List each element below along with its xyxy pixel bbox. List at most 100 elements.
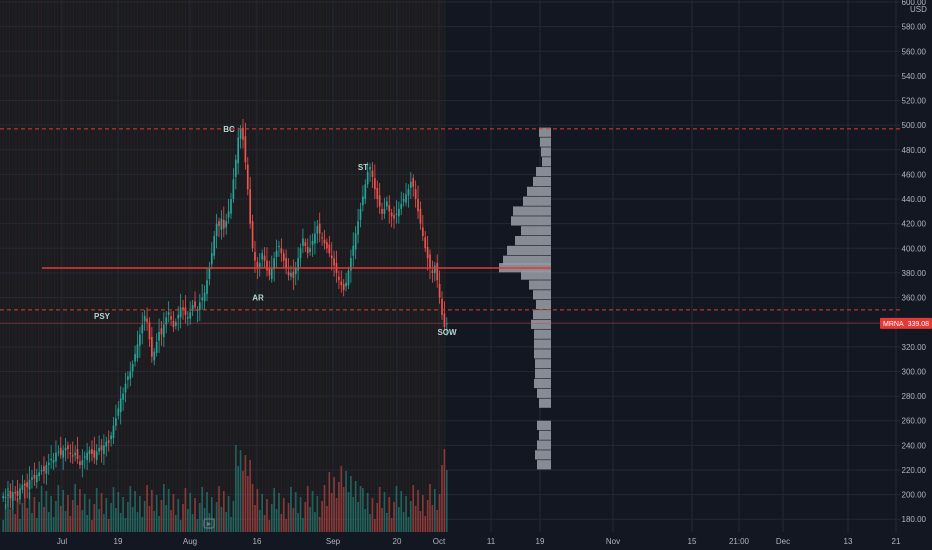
volume-bar: [155, 495, 158, 532]
price-tick-label: 260.00: [902, 417, 927, 426]
candle-body: [91, 449, 93, 454]
candle-body: [359, 208, 362, 220]
volume-profile-bin: [533, 290, 551, 300]
candle-body: [79, 461, 81, 466]
volume-profile-bin: [515, 235, 551, 246]
price-tick-label: 600.00: [902, 0, 927, 7]
volume-bar: [98, 509, 100, 532]
candle-body: [148, 322, 151, 340]
volume-bar: [388, 497, 391, 532]
price-tick-label: 420.00: [902, 220, 927, 229]
volume-bar: [278, 493, 280, 532]
volume-bar: [93, 504, 96, 532]
candle-body: [424, 237, 427, 249]
candle-body: [146, 318, 148, 323]
price-tick-label: 460.00: [902, 170, 927, 179]
candle-body: [4, 497, 7, 499]
time-tick-label: 11: [487, 537, 496, 546]
volume-profile-bin: [539, 127, 551, 137]
volume-profile-bin: [521, 270, 551, 280]
candle-body: [364, 184, 367, 200]
volume-bar: [237, 466, 240, 532]
volume-bar: [227, 496, 230, 532]
candle-body: [251, 221, 254, 249]
candle-body: [350, 258, 352, 271]
volume-bar: [2, 520, 5, 532]
volume-profile-bin: [521, 226, 551, 236]
volume-bar: [309, 507, 311, 532]
candle-body: [175, 322, 177, 326]
volume-bar: [268, 520, 271, 532]
candle-body: [103, 445, 105, 454]
volume-bar: [374, 519, 376, 532]
volume-bar: [83, 494, 86, 532]
volume-bar: [9, 509, 12, 532]
volume-bar: [38, 502, 41, 532]
candle-body: [151, 336, 153, 357]
candle-body: [342, 284, 345, 291]
candle-body: [55, 452, 57, 462]
volume-bar: [333, 477, 335, 532]
candle-body: [311, 240, 314, 245]
volume-bar: [254, 505, 256, 532]
volume-bar: [251, 484, 254, 532]
candle-body: [47, 462, 50, 466]
candle-body: [258, 263, 261, 267]
candle-body: [210, 253, 213, 265]
volume-bar: [244, 455, 247, 532]
volume-bar: [354, 481, 357, 532]
candle-body: [366, 171, 369, 185]
time-axis[interactable]: Jul 19 Aug 16 Sep 20 Oct 11 19 Nov 15 21:00 Dec 13 21: [57, 537, 901, 546]
volume-bar: [201, 487, 204, 532]
candle-body: [285, 258, 287, 269]
wyckoff-annotations: PSY BC AR ST SOW: [94, 125, 457, 337]
volume-bar: [141, 517, 144, 532]
candle-body: [184, 307, 187, 315]
candle-body: [402, 199, 405, 202]
volume-bar: [47, 512, 50, 532]
candle-body: [52, 460, 55, 463]
volume-bar: [153, 511, 156, 532]
candle-body: [131, 364, 134, 372]
volume-bar: [139, 496, 141, 532]
candle-body: [232, 179, 235, 200]
candle-body: [182, 307, 184, 310]
volume-bar: [16, 498, 19, 532]
candle-body: [429, 254, 431, 269]
candle-body: [43, 466, 45, 472]
candle-body: [93, 450, 96, 458]
volume-bar: [409, 501, 412, 532]
volume-bar: [40, 486, 43, 532]
candle-body: [153, 351, 156, 361]
candle-body: [117, 408, 120, 416]
volume-bar: [246, 476, 249, 532]
volume-bar: [146, 485, 148, 532]
volume-bar: [69, 516, 72, 532]
volume-bar: [57, 485, 60, 532]
candle-body: [21, 484, 24, 490]
volume-bar: [88, 499, 91, 532]
candle-body: [287, 271, 290, 276]
volume-bar: [352, 497, 355, 532]
candle-body: [16, 490, 19, 496]
candle-body: [38, 472, 41, 477]
volume-bar: [335, 498, 338, 532]
volume-profile-bin: [535, 450, 551, 460]
volume-profile-bin: [534, 329, 551, 339]
candle-body: [155, 341, 158, 353]
candle-body: [129, 371, 132, 379]
time-tick-label: Aug: [183, 537, 197, 546]
candle-body: [14, 492, 17, 494]
volume-bar: [59, 506, 62, 532]
volume-bar: [323, 485, 326, 532]
candle-body: [398, 208, 400, 217]
currency-label: USD: [910, 5, 927, 14]
price-tick-label: 580.00: [902, 23, 927, 32]
candle-body: [412, 178, 415, 187]
candle-body: [7, 494, 9, 496]
volume-bar: [350, 476, 352, 532]
candle-body: [124, 383, 127, 393]
volume-bar: [402, 512, 405, 532]
volume-bar: [110, 503, 112, 532]
